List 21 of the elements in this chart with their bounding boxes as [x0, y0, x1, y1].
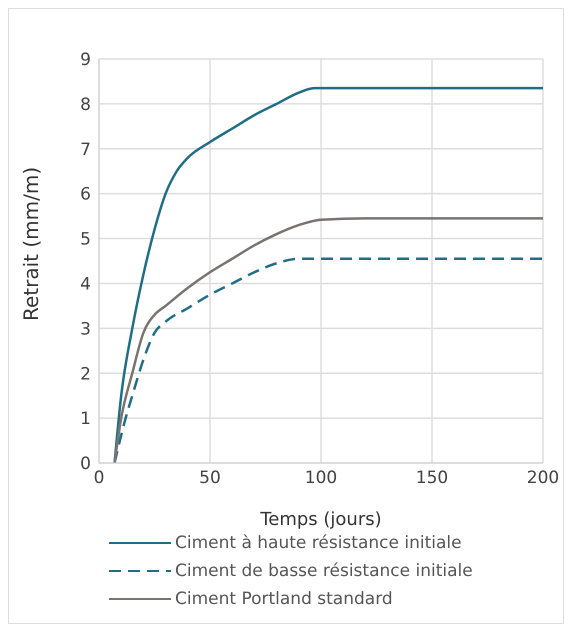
y-tick-label: 4 — [80, 274, 91, 294]
line-series — [113, 217, 543, 463]
x-tick-label: 0 — [94, 468, 104, 488]
y-tick-label: 8 — [80, 94, 91, 115]
y-tick-label: 7 — [80, 140, 91, 160]
x-tick-label: 50 — [199, 468, 221, 488]
legend-label: Ciment de basse résistance initiale — [175, 561, 473, 581]
legend-label: Ciment à haute résistance initiale — [175, 533, 462, 553]
y-tick-label: 3 — [80, 319, 91, 340]
legend-label: Ciment Portland standard — [175, 589, 393, 609]
y-axis-title: Retrait (mm/m) — [19, 166, 44, 321]
x-tick-label: 200 — [526, 468, 560, 488]
x-tick-label: 100 — [304, 468, 338, 488]
y-tick-label: 9 — [80, 50, 91, 70]
y-tick-label: 2 — [80, 364, 91, 384]
x-tick-label: 150 — [416, 468, 448, 488]
y-tick-label: 0 — [80, 454, 91, 474]
x-axis-title: Temps (jours) — [259, 509, 382, 530]
y-tick-label: 6 — [80, 184, 91, 205]
y-tick-label: 1 — [80, 409, 91, 430]
y-tick-label: 5 — [80, 230, 91, 250]
